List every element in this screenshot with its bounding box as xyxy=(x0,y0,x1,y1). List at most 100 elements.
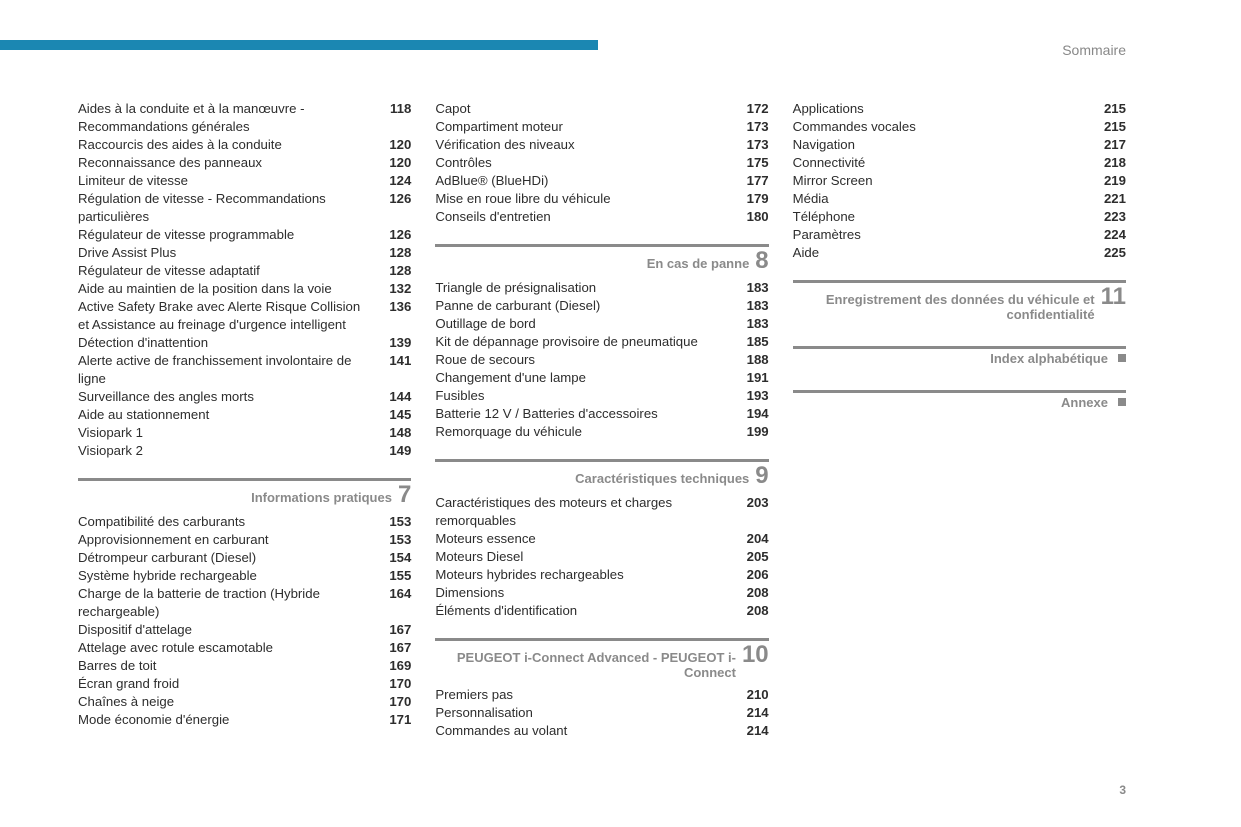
toc-entry-page: 145 xyxy=(379,406,411,424)
toc-entry-label: Système hybride rechargeable xyxy=(78,567,379,585)
section-header: Index alphabétique xyxy=(793,346,1126,366)
toc-entry-label: Écran grand froid xyxy=(78,675,379,693)
toc-entry[interactable]: Téléphone223 xyxy=(793,208,1126,226)
toc-entry[interactable]: Remorquage du véhicule199 xyxy=(435,423,768,441)
toc-entry-page: 153 xyxy=(379,513,411,531)
toc-entry[interactable]: Aide au stationnement145 xyxy=(78,406,411,424)
toc-entry-label: Connectivité xyxy=(793,154,1094,172)
toc-entry[interactable]: Connectivité218 xyxy=(793,154,1126,172)
toc-entry[interactable]: Active Safety Brake avec Alerte Risque C… xyxy=(78,298,411,334)
toc-entry[interactable]: Dimensions208 xyxy=(435,584,768,602)
section-title-row: Index alphabétique xyxy=(793,351,1126,366)
toc-entry[interactable]: Aide au maintien de la position dans la … xyxy=(78,280,411,298)
toc-entry[interactable]: Attelage avec rotule escamotable167 xyxy=(78,639,411,657)
toc-entry[interactable]: Approvisionnement en carburant153 xyxy=(78,531,411,549)
section-title: Caractéristiques techniques xyxy=(575,471,749,486)
toc-entry-page: 136 xyxy=(379,298,411,316)
toc-entry-page: 217 xyxy=(1094,136,1126,154)
toc-entry[interactable]: Compatibilité des carburants153 xyxy=(78,513,411,531)
toc-entry-label: Mirror Screen xyxy=(793,172,1094,190)
toc-entry[interactable]: AdBlue® (BlueHDi)177 xyxy=(435,172,768,190)
toc-entry[interactable]: Média221 xyxy=(793,190,1126,208)
toc-entry[interactable]: Premiers pas210 xyxy=(435,686,768,704)
toc-entry[interactable]: Visiopark 2149 xyxy=(78,442,411,460)
toc-entry[interactable]: Commandes vocales215 xyxy=(793,118,1126,136)
toc-entry[interactable]: Dispositif d'attelage167 xyxy=(78,621,411,639)
section-number: 9 xyxy=(755,464,768,488)
toc-entry[interactable]: Conseils d'entretien180 xyxy=(435,208,768,226)
toc-entry-page: 155 xyxy=(379,567,411,585)
toc-entry[interactable]: Alerte active de franchissement involont… xyxy=(78,352,411,388)
toc-entry[interactable]: Outillage de bord183 xyxy=(435,315,768,333)
toc-entry[interactable]: Système hybride rechargeable155 xyxy=(78,567,411,585)
toc-entry-label: Détection d'inattention xyxy=(78,334,379,352)
toc-entry-page: 208 xyxy=(737,602,769,620)
toc-entry[interactable]: Vérification des niveaux173 xyxy=(435,136,768,154)
toc-entry-label: Compartiment moteur xyxy=(435,118,736,136)
toc-entry[interactable]: Drive Assist Plus128 xyxy=(78,244,411,262)
toc-entry[interactable]: Surveillance des angles morts144 xyxy=(78,388,411,406)
toc-entry[interactable]: Éléments d'identification208 xyxy=(435,602,768,620)
bullet-icon xyxy=(1118,398,1126,406)
toc-entry[interactable]: Fusibles193 xyxy=(435,387,768,405)
toc-entry[interactable]: Capot172 xyxy=(435,100,768,118)
toc-entry[interactable]: Compartiment moteur173 xyxy=(435,118,768,136)
toc-entry[interactable]: Roue de secours188 xyxy=(435,351,768,369)
toc-entry[interactable]: Détection d'inattention139 xyxy=(78,334,411,352)
toc-entry[interactable]: Aide225 xyxy=(793,244,1126,262)
toc-entry[interactable]: Applications215 xyxy=(793,100,1126,118)
toc-entry[interactable]: Caractéristiques des moteurs et charges … xyxy=(435,494,768,530)
toc-entry[interactable]: Mirror Screen219 xyxy=(793,172,1126,190)
toc-entry[interactable]: Changement d'une lampe191 xyxy=(435,369,768,387)
section-number: 7 xyxy=(398,483,411,507)
section-number: 8 xyxy=(755,249,768,273)
toc-entry[interactable]: Mode économie d'énergie171 xyxy=(78,711,411,729)
toc-entry[interactable]: Contrôles175 xyxy=(435,154,768,172)
toc-entry[interactable]: Barres de toit169 xyxy=(78,657,411,675)
toc-entry[interactable]: Détrompeur carburant (Diesel)154 xyxy=(78,549,411,567)
toc-entry[interactable]: Chaînes à neige170 xyxy=(78,693,411,711)
toc-entry[interactable]: Triangle de présignalisation183 xyxy=(435,279,768,297)
toc-entry[interactable]: Moteurs Diesel205 xyxy=(435,548,768,566)
toc-entry[interactable]: Aides à la conduite et à la manœuvre - R… xyxy=(78,100,411,136)
section-title: Annexe xyxy=(1061,395,1108,410)
toc-entry-label: Navigation xyxy=(793,136,1094,154)
toc-entry[interactable]: Régulateur de vitesse adaptatif128 xyxy=(78,262,411,280)
toc-entry[interactable]: Limiteur de vitesse124 xyxy=(78,172,411,190)
toc-entry-label: Active Safety Brake avec Alerte Risque C… xyxy=(78,298,379,334)
toc-entry-page: 144 xyxy=(379,388,411,406)
toc-entry-label: Raccourcis des aides à la conduite xyxy=(78,136,379,154)
toc-entry[interactable]: Reconnaissance des panneaux120 xyxy=(78,154,411,172)
toc-entry[interactable]: Kit de dépannage provisoire de pneumatiq… xyxy=(435,333,768,351)
toc-entry[interactable]: Paramètres224 xyxy=(793,226,1126,244)
toc-entry[interactable]: Commandes au volant214 xyxy=(435,722,768,740)
toc-entry[interactable]: Navigation217 xyxy=(793,136,1126,154)
toc-entry[interactable]: Visiopark 1148 xyxy=(78,424,411,442)
toc-entry-page: 219 xyxy=(1094,172,1126,190)
toc-entry[interactable]: Mise en roue libre du véhicule179 xyxy=(435,190,768,208)
toc-entry-page: 180 xyxy=(737,208,769,226)
toc-entry-label: Dispositif d'attelage xyxy=(78,621,379,639)
toc-entry-label: Fusibles xyxy=(435,387,736,405)
toc-entry[interactable]: Batterie 12 V / Batteries d'accessoires1… xyxy=(435,405,768,423)
toc-entry-label: Personnalisation xyxy=(435,704,736,722)
toc-entry-page: 185 xyxy=(737,333,769,351)
toc-entry-label: Reconnaissance des panneaux xyxy=(78,154,379,172)
toc-entry[interactable]: Régulateur de vitesse programmable126 xyxy=(78,226,411,244)
toc-entry[interactable]: Écran grand froid170 xyxy=(78,675,411,693)
toc-entry[interactable]: Personnalisation214 xyxy=(435,704,768,722)
toc-column: Aides à la conduite et à la manœuvre - R… xyxy=(78,100,411,740)
toc-entry[interactable]: Régulation de vitesse - Recommandations … xyxy=(78,190,411,226)
section-header: Informations pratiques7 xyxy=(78,478,411,507)
toc-entry-page: 126 xyxy=(379,190,411,208)
section-title-row: Informations pratiques7 xyxy=(78,483,411,507)
toc-entry[interactable]: Raccourcis des aides à la conduite120 xyxy=(78,136,411,154)
toc-entry[interactable]: Charge de la batterie de traction (Hybri… xyxy=(78,585,411,621)
section-rule xyxy=(78,478,411,481)
toc-entry[interactable]: Moteurs essence204 xyxy=(435,530,768,548)
toc-entry-label: Visiopark 1 xyxy=(78,424,379,442)
section-rule xyxy=(435,638,768,641)
toc-entry[interactable]: Moteurs hybrides rechargeables206 xyxy=(435,566,768,584)
toc-entry[interactable]: Panne de carburant (Diesel)183 xyxy=(435,297,768,315)
toc-entry-page: 208 xyxy=(737,584,769,602)
